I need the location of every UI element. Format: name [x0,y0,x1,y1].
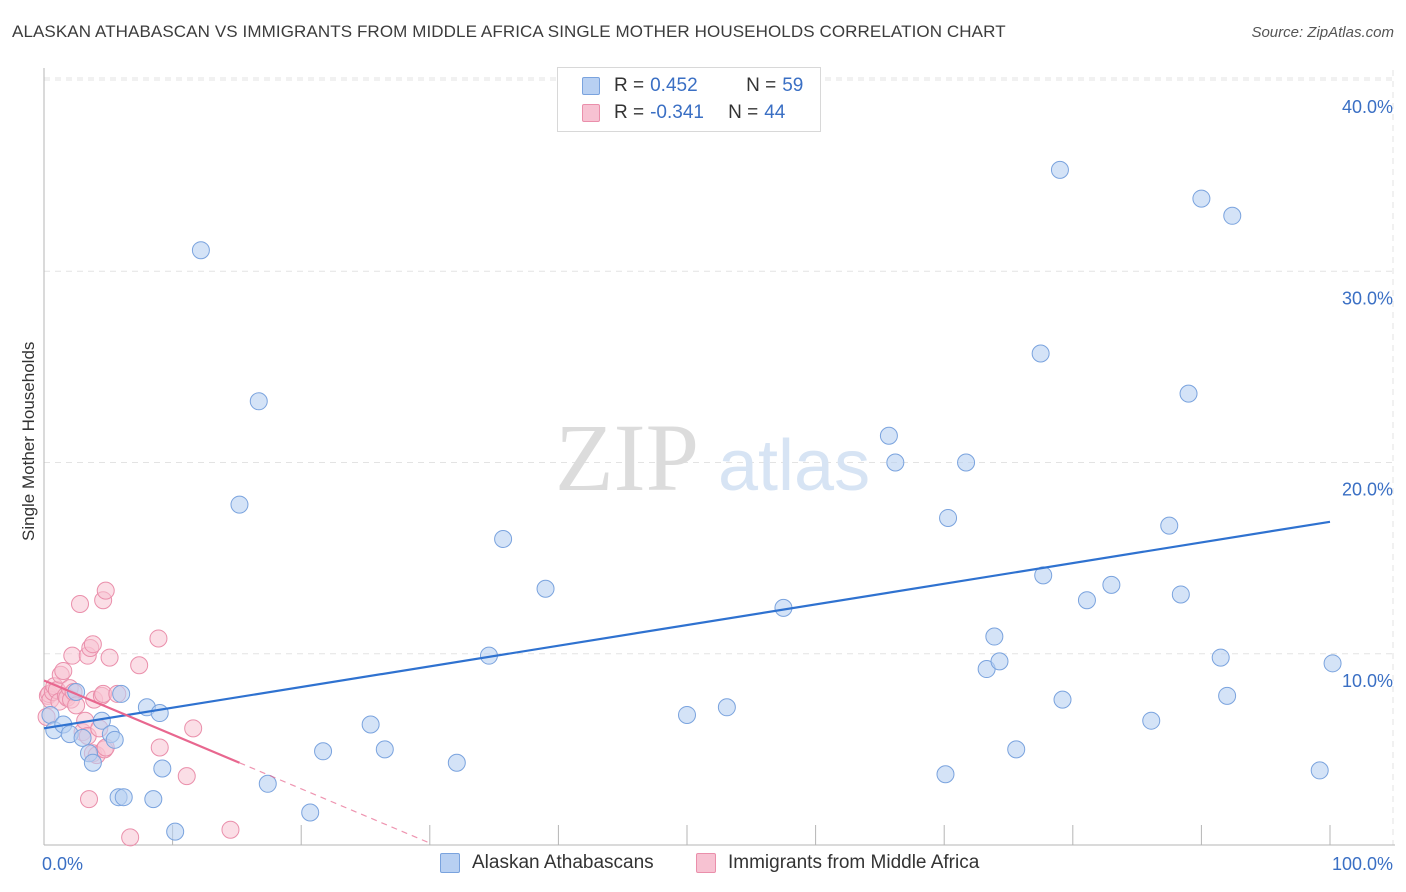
data-point-alaskan-athabascans [494,530,513,548]
data-point-alaskan-athabascans [939,508,958,527]
data-point-alaskan-athabascans [375,740,394,759]
data-point-immigrants-middle-africa [177,767,196,786]
y-axis-label: Single Mother Households [19,341,38,541]
legend-n-label: N = [746,75,777,96]
data-point-immigrants-middle-africa [184,719,203,738]
data-point-alaskan-athabascans [1102,575,1121,594]
watermark-zip: ZIP [555,404,699,511]
data-point-alaskan-athabascans [1142,711,1161,730]
data-point-immigrants-middle-africa [71,595,90,614]
legend-r-label: R = [614,75,645,96]
legend-r-label: R = [614,102,645,123]
data-point-alaskan-athabascans [166,822,185,841]
x-tick-label: 100.0% [1332,854,1393,874]
data-point-alaskan-athabascans [301,803,320,822]
data-point-immigrants-middle-africa [54,661,73,680]
legend-swatch-pink [582,104,600,122]
watermark-atlas: atlas [718,426,870,506]
y-tick-label: 40.0% [1342,97,1393,117]
data-point-immigrants-middle-africa [80,790,99,809]
data-point-alaskan-athabascans [1218,686,1237,705]
legend-row-pink: R = -0.341 N = 44 [582,101,785,125]
data-point-alaskan-athabascans [536,579,555,598]
data-point-alaskan-athabascans [150,704,169,723]
legend-n-label: N = [728,102,759,123]
tick-labels: 10.0% 20.0% 30.0% 40.0% 0.0% 100.0% [42,97,1393,874]
data-point-alaskan-athabascans [985,627,1004,646]
data-point-alaskan-athabascans [258,774,277,793]
legend-r-value: -0.341 [650,102,704,123]
data-point-alaskan-athabascans [83,753,102,772]
y-tick-label: 10.0% [1342,671,1393,691]
y-tick-label: 20.0% [1342,480,1393,500]
data-point-immigrants-middle-africa [83,635,102,654]
data-point-alaskan-athabascans [1211,648,1230,667]
legend-label-alaskan-athabascans: Alaskan Athabascans [472,852,654,873]
legend-item-immigrants-middle-africa[interactable]: Immigrants from Middle Africa [696,852,979,874]
data-point-immigrants-middle-africa [96,581,115,600]
legend-item-alaskan-athabascans[interactable]: Alaskan Athabascans [440,852,654,874]
trendline-alaskan-athabascans [43,520,1331,730]
data-point-alaskan-athabascans [361,715,380,734]
trendlines [43,520,1331,844]
data-point-alaskan-athabascans [73,728,92,747]
data-point-alaskan-athabascans [230,495,249,514]
series-legend: Alaskan Athabascans Immigrants from Midd… [0,850,1406,880]
data-point-alaskan-athabascans [936,765,955,784]
data-point-alaskan-athabascans [1192,189,1211,208]
data-point-immigrants-middle-africa [150,738,169,757]
series-blue-points [41,160,1342,841]
data-point-alaskan-athabascans [886,453,905,472]
legend-swatch-pink [696,853,716,873]
data-point-alaskan-athabascans [678,705,696,724]
data-point-alaskan-athabascans [114,788,133,807]
data-point-alaskan-athabascans [1310,761,1329,780]
trendline-immigrants-middle-africa [43,679,240,764]
data-point-immigrants-middle-africa [130,656,149,675]
data-point-immigrants-middle-africa [121,828,140,847]
data-point-alaskan-athabascans [249,392,268,411]
data-point-alaskan-athabascans [717,698,736,717]
data-point-alaskan-athabascans [1077,591,1096,610]
data-point-alaskan-athabascans [879,426,898,445]
y-tick-label: 30.0% [1342,288,1393,308]
data-point-alaskan-athabascans [957,453,976,472]
legend-swatch-blue [582,77,600,95]
data-point-alaskan-athabascans [1179,384,1198,403]
data-point-alaskan-athabascans [1171,585,1190,604]
chart-title: ALASKAN ATHABASCAN VS IMMIGRANTS FROM MI… [12,22,1006,41]
data-point-alaskan-athabascans [1323,654,1342,673]
data-point-alaskan-athabascans [105,730,124,749]
trendline-extension-immigrants-middle-africa [239,762,431,844]
data-point-alaskan-athabascans [112,684,131,703]
legend-label-immigrants-middle-africa: Immigrants from Middle Africa [728,852,980,873]
data-point-alaskan-athabascans [191,241,210,260]
x-tick-label: 0.0% [42,854,83,874]
legend-r-value: 0.452 [650,75,698,96]
data-point-alaskan-athabascans [153,759,172,778]
data-point-alaskan-athabascans [1223,206,1242,225]
source-label: Source: ZipAtlas.com [1251,24,1394,41]
data-point-immigrants-middle-africa [149,629,168,648]
data-point-alaskan-athabascans [1160,516,1179,535]
data-point-alaskan-athabascans [447,753,466,772]
data-point-alaskan-athabascans [1050,160,1069,179]
correlation-legend: R = 0.452 N = 59 R = -0.341 N = 44 [557,67,821,132]
data-point-alaskan-athabascans [144,790,163,809]
legend-n-value: 59 [782,75,804,96]
grid-lines [44,70,1395,845]
data-point-alaskan-athabascans [1053,690,1072,709]
data-point-alaskan-athabascans [314,742,333,761]
legend-n-value: 44 [764,102,786,123]
legend-swatch-blue [440,853,460,873]
legend-row-blue: R = 0.452 N = 59 [582,74,803,98]
data-point-immigrants-middle-africa [63,646,82,665]
data-point-immigrants-middle-africa [100,648,119,667]
data-point-immigrants-middle-africa [221,820,240,839]
data-point-alaskan-athabascans [1007,740,1026,759]
data-point-alaskan-athabascans [990,652,1009,671]
data-point-alaskan-athabascans [1031,344,1050,363]
